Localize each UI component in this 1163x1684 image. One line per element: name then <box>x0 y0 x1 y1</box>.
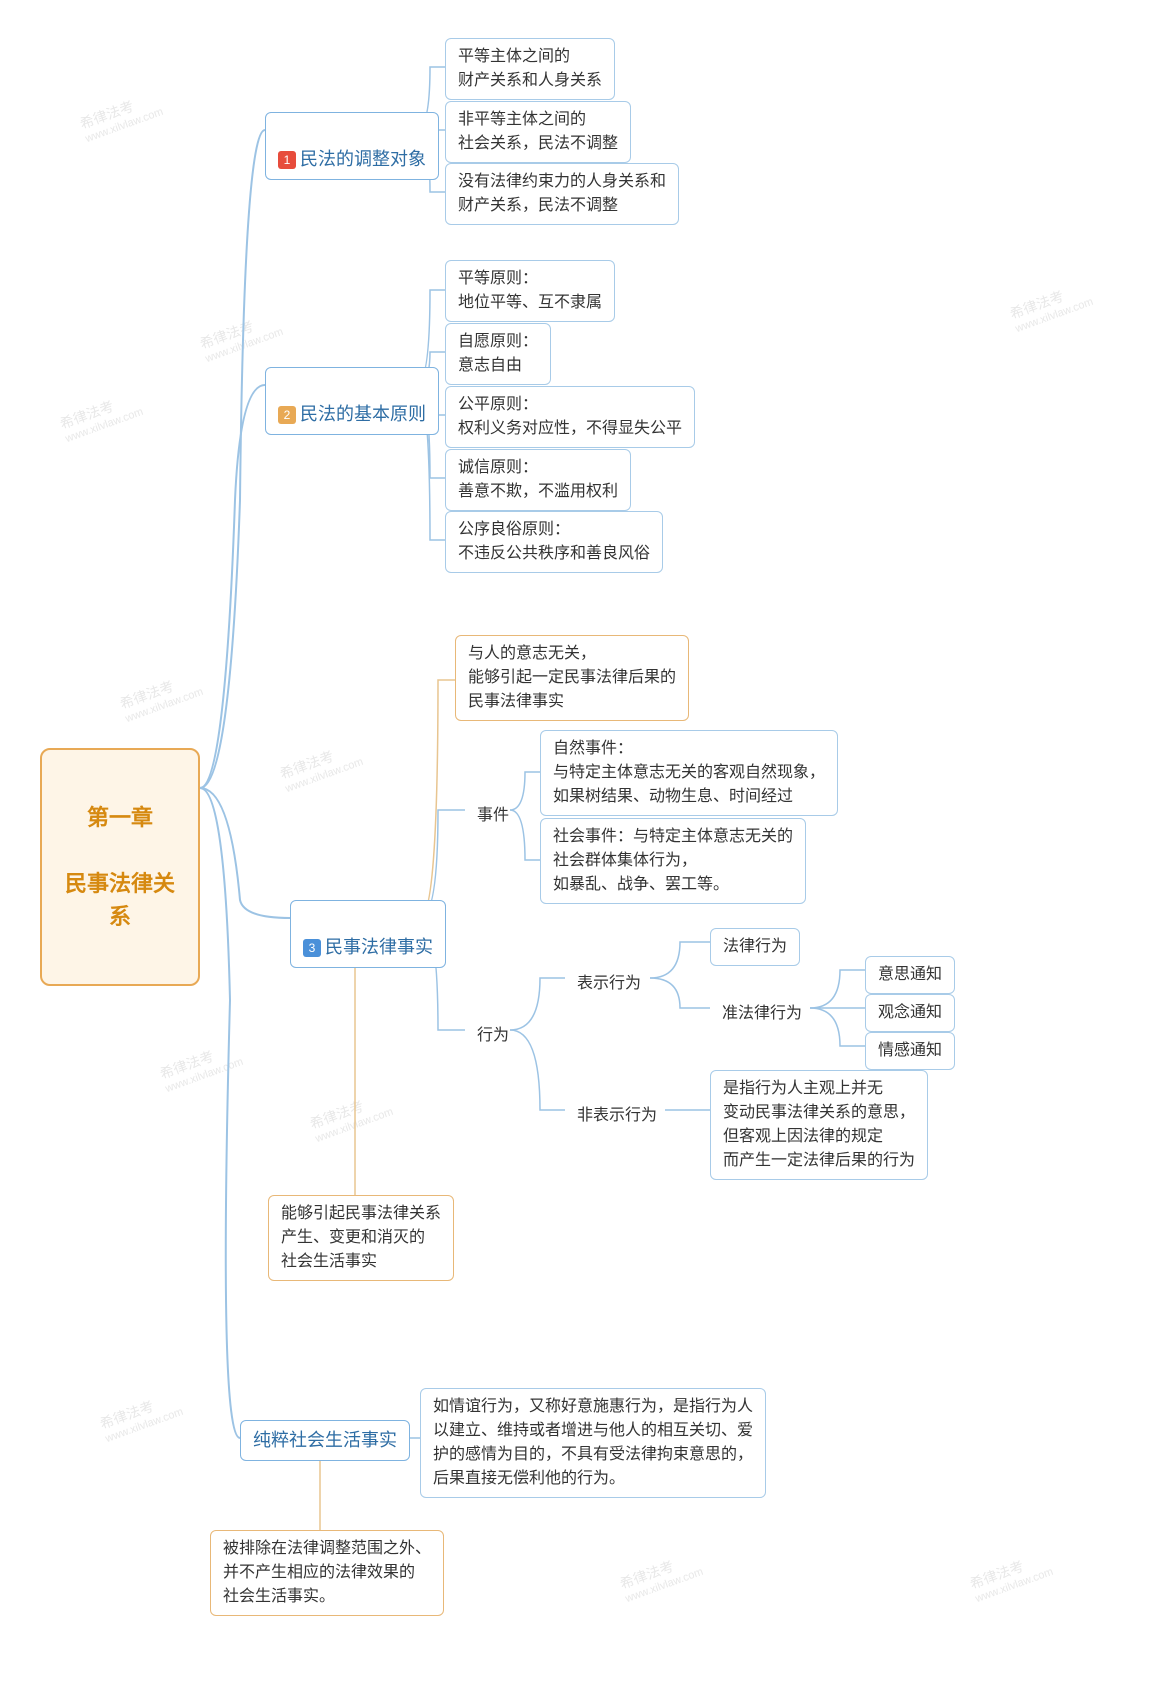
b3-express: 表示行为 <box>565 966 653 1002</box>
b4-note-bottom: 被排除在法律调整范围之外、 并不产生相应的法律效果的 社会生活事实。 <box>210 1530 444 1616</box>
b3-behavior: 行为 <box>465 1018 521 1054</box>
branch-4: 纯粹社会生活事实 <box>240 1420 410 1461</box>
badge-2: 2 <box>278 406 296 424</box>
b3-events-2: 社会事件：与特定主体意志无关的 社会群体集体行为， 如暴乱、战争、罢工等。 <box>540 818 806 904</box>
root-node: 第一章 民事法律关系 <box>40 748 200 986</box>
b3-events: 事件 <box>465 798 521 834</box>
branch-1-label: 民法的调整对象 <box>300 149 426 169</box>
b3-quasi-legal: 准法律行为 <box>710 996 814 1032</box>
badge-1: 1 <box>278 151 296 169</box>
b1-leaf-1: 平等主体之间的 财产关系和人身关系 <box>445 38 615 100</box>
branch-2: 2民法的基本原则 <box>265 367 439 435</box>
b2-leaf-4: 诚信原则： 善意不欺，不滥用权利 <box>445 449 631 511</box>
b1-leaf-3: 没有法律约束力的人身关系和 财产关系，民法不调整 <box>445 163 679 225</box>
b2-leaf-1: 平等原则： 地位平等、互不隶属 <box>445 260 615 322</box>
b3-legal-act: 法律行为 <box>710 928 800 966</box>
root-title-line1: 第一章 <box>62 801 178 834</box>
branch-3-label: 民事法律事实 <box>325 937 433 957</box>
b3-events-1: 自然事件： 与特定主体意志无关的客观自然现象， 如果树结果、动物生息、时间经过 <box>540 730 838 816</box>
branch-3: 3民事法律事实 <box>290 900 446 968</box>
b3-quasi-2: 观念通知 <box>865 994 955 1032</box>
branch-1: 1民法的调整对象 <box>265 112 439 180</box>
b4-note-right: 如情谊行为，又称好意施惠行为，是指行为人 以建立、维持或者增进与他人的相互关切、… <box>420 1388 766 1498</box>
b2-leaf-3: 公平原则： 权利义务对应性，不得显失公平 <box>445 386 695 448</box>
b3-quasi-3: 情感通知 <box>865 1032 955 1070</box>
branch-2-label: 民法的基本原则 <box>300 404 426 424</box>
b1-leaf-2: 非平等主体之间的 社会关系，民法不调整 <box>445 101 631 163</box>
b3-nonexpress: 非表示行为 <box>565 1098 669 1134</box>
b2-leaf-5: 公序良俗原则： 不违反公共秩序和善良风俗 <box>445 511 663 573</box>
b3-quasi-1: 意思通知 <box>865 956 955 994</box>
root-title-line2: 民事法律关系 <box>62 867 178 933</box>
b3-note-bottom: 能够引起民事法律关系 产生、变更和消灭的 社会生活事实 <box>268 1195 454 1281</box>
b3-note-top: 与人的意志无关， 能够引起一定民事法律后果的 民事法律事实 <box>455 635 689 721</box>
badge-3: 3 <box>303 939 321 957</box>
b2-leaf-2: 自愿原则： 意志自由 <box>445 323 551 385</box>
b3-nonexpress-note: 是指行为人主观上并无 变动民事法律关系的意思， 但客观上因法律的规定 而产生一定… <box>710 1070 928 1180</box>
